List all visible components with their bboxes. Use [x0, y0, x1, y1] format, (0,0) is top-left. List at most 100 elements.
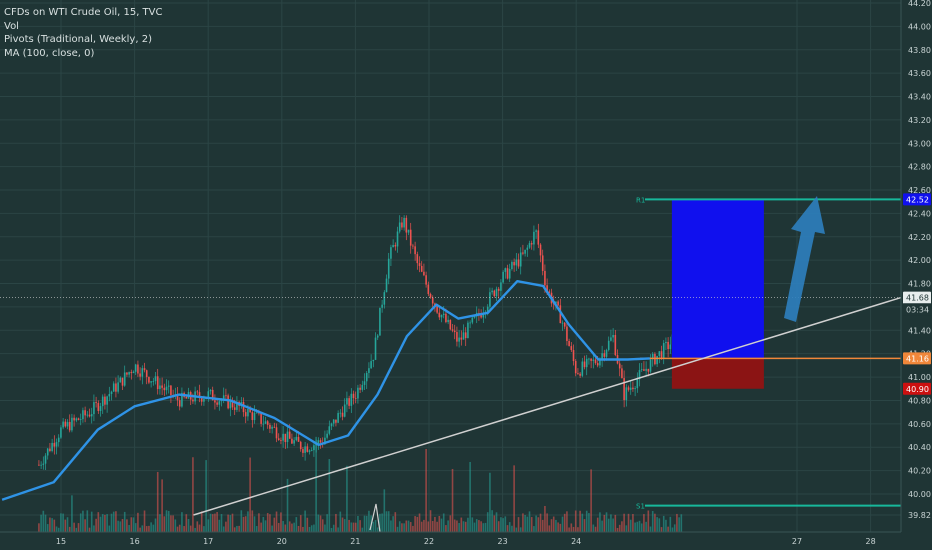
candle-body — [517, 259, 520, 267]
volume-bar — [222, 526, 225, 532]
candle-body — [522, 252, 524, 254]
volume-bar — [240, 510, 243, 532]
volume-bar — [119, 521, 122, 532]
candle-body — [110, 391, 113, 395]
candle-body — [442, 313, 445, 315]
volume-bar — [253, 516, 256, 532]
candle-body — [55, 442, 58, 447]
candle-body — [306, 446, 309, 452]
candle-body — [662, 343, 665, 359]
legend-pivots[interactable]: Pivots (Traditional, Weekly, 2) — [4, 34, 152, 45]
candle-body — [216, 402, 218, 405]
volume-bar — [541, 519, 544, 532]
candle-body — [579, 373, 581, 376]
candle-body — [599, 359, 601, 366]
candle-body — [192, 399, 194, 402]
candle-body — [458, 337, 460, 342]
volume-bar — [143, 510, 146, 532]
volume-bar — [458, 523, 460, 532]
candle-body — [577, 373, 579, 375]
candle-body — [308, 450, 311, 452]
volume-bar — [372, 521, 375, 532]
candle-body — [198, 392, 201, 398]
volume-bar — [462, 521, 465, 532]
volume-bar — [449, 515, 452, 532]
candle-body — [339, 412, 342, 414]
candle-body — [280, 440, 282, 441]
volume-bar — [640, 523, 643, 532]
volume-bar — [484, 522, 487, 532]
price-tick-label: 42.20 — [908, 233, 931, 242]
legend-symbol[interactable]: CFDs on WTI Crude Oil, 15, TVC — [4, 7, 163, 18]
volume-bar — [627, 513, 630, 532]
candle-body — [108, 394, 111, 397]
volume-bar — [506, 525, 509, 532]
candle-body — [247, 408, 249, 417]
candle-body — [387, 258, 390, 279]
candle-body — [88, 414, 91, 417]
volume-bar — [295, 517, 298, 532]
volume-bar — [236, 525, 238, 532]
volume-bar — [563, 513, 566, 532]
price-label-text: 41.16 — [906, 354, 929, 363]
volume-bar — [438, 515, 441, 532]
volume-bar — [524, 514, 526, 532]
candle-body — [537, 230, 540, 245]
volume-bar — [473, 522, 476, 532]
volume-bar — [508, 522, 511, 532]
candle-body — [603, 353, 606, 357]
volume-bar — [374, 520, 377, 532]
candle-body — [489, 292, 491, 307]
candle-body — [398, 222, 401, 232]
candle-body — [456, 332, 458, 342]
volume-bar — [90, 511, 93, 532]
legend-volume[interactable]: Vol — [4, 20, 19, 32]
candle-body — [317, 440, 320, 444]
volume-bar — [328, 459, 331, 532]
volume-bar — [203, 526, 205, 532]
volume-bar — [610, 514, 612, 532]
candle-body — [583, 361, 586, 368]
volume-bar — [515, 527, 518, 532]
candle-body — [392, 245, 394, 248]
volume-bar — [614, 514, 617, 532]
volume-bar — [346, 465, 348, 532]
candle-body — [572, 350, 575, 362]
candle-body — [295, 436, 298, 441]
volume-bar — [183, 526, 185, 532]
volume-bar — [60, 513, 62, 532]
stop-zone — [671, 358, 764, 389]
volume-bar — [150, 522, 152, 532]
candle-body — [218, 401, 221, 405]
volume-bar — [225, 521, 227, 532]
volume-bar — [557, 522, 559, 532]
candle-body — [651, 353, 654, 360]
volume-bar — [572, 526, 575, 532]
volume-bar — [244, 516, 247, 532]
candle-body — [255, 412, 258, 414]
price-tick-label: 40.80 — [908, 396, 931, 405]
volume-bar — [665, 519, 667, 532]
volume-bar — [680, 514, 683, 532]
volume-bar — [178, 524, 181, 532]
volume-bar — [40, 514, 42, 532]
candle-body — [526, 247, 529, 250]
candle-body — [528, 243, 531, 248]
candle-body — [328, 426, 331, 434]
candle-body — [86, 414, 89, 416]
candle-body — [286, 431, 289, 443]
candle-body — [214, 400, 216, 403]
volume-bar — [71, 495, 73, 532]
volume-bar — [517, 517, 520, 532]
volume-bar — [348, 519, 350, 532]
volume-bar — [654, 513, 656, 532]
volume-bar — [607, 518, 610, 532]
candle-body — [511, 261, 513, 270]
volume-bar — [264, 520, 267, 532]
price-tick-label: 40.40 — [908, 443, 931, 452]
candle-body — [359, 387, 361, 390]
volume-bar — [121, 518, 124, 532]
legend-ma[interactable]: MA (100, close, 0) — [4, 47, 95, 59]
candle-body — [291, 438, 293, 444]
